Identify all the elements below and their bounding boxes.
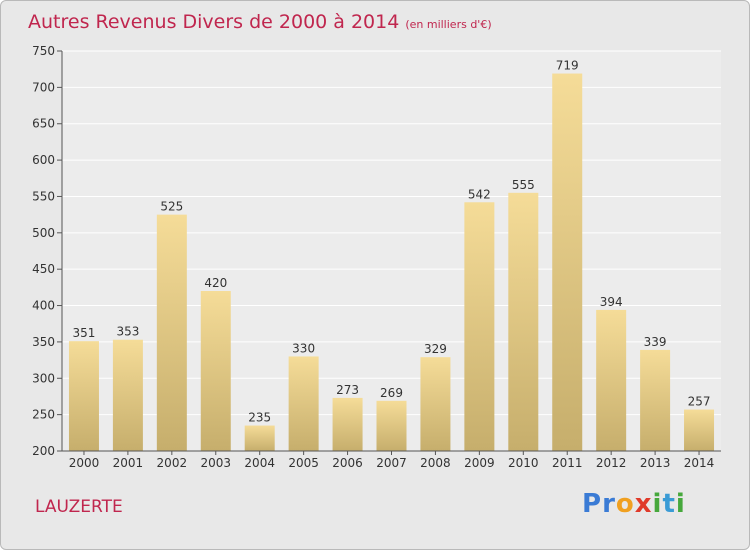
x-tick-label: 2013 [640, 456, 671, 470]
title-subtitle: (en milliers d'€) [405, 18, 492, 31]
value-label: 329 [424, 342, 447, 356]
y-tick-label: 500 [32, 226, 55, 240]
x-tick-label: 2010 [508, 456, 539, 470]
value-label: 330 [292, 341, 315, 355]
bar-2005 [288, 356, 319, 451]
proxiti-logo: Proxiti [582, 489, 686, 519]
x-tick-label: 2009 [464, 456, 495, 470]
bar-2007 [376, 400, 407, 451]
title-main: Autres Revenus Divers de 2000 à 2014 [28, 11, 400, 33]
x-tick-label: 2002 [157, 456, 188, 470]
x-tick-label: 2003 [200, 456, 231, 470]
x-tick-label: 2014 [684, 456, 715, 470]
bars [68, 73, 715, 451]
value-label: 269 [380, 386, 403, 400]
x-tick-label: 2007 [376, 456, 407, 470]
value-label: 235 [248, 411, 271, 425]
logo-letter: x [634, 489, 653, 519]
bar-2012 [596, 309, 627, 451]
chart-title: Autres Revenus Divers de 2000 à 2014 (en … [28, 11, 492, 33]
y-axis: 200 250 300 350 400 450 500 550 600 650 700 750 [32, 44, 63, 458]
bar-2003 [200, 291, 231, 451]
bar-2002 [156, 214, 187, 451]
value-label: 339 [644, 335, 667, 349]
y-tick-label: 700 [32, 80, 55, 94]
logo-letter: P [582, 489, 603, 519]
y-tick-label: 400 [32, 299, 55, 313]
y-tick-label: 200 [32, 444, 55, 458]
value-label: 542 [468, 187, 491, 201]
bar-2013 [640, 349, 671, 451]
value-label: 273 [336, 383, 359, 397]
x-tick-label: 2005 [288, 456, 319, 470]
y-tick-label: 550 [32, 189, 55, 203]
x-tick-label: 2006 [332, 456, 363, 470]
logo-letter: i [675, 489, 686, 519]
value-label: 257 [688, 395, 711, 409]
value-label: 525 [160, 200, 183, 214]
bar-2008 [420, 357, 451, 451]
value-labels: 351 353 525 420 235 330 273 269 329 542 555 719 394 3… [73, 59, 711, 425]
x-axis: 2000 2001 2002 2003 2004 2005 2006 2007 2008 2009… [62, 450, 721, 470]
y-tick-label: 750 [32, 44, 55, 58]
x-tick-label: 2001 [113, 456, 144, 470]
y-tick-label: 600 [32, 153, 55, 167]
value-label: 719 [556, 59, 579, 73]
bar-2011 [552, 73, 583, 451]
x-tick-label: 2004 [244, 456, 275, 470]
y-tick-label: 350 [32, 335, 55, 349]
commune-name: LAUZERTE [35, 497, 123, 517]
value-label: 353 [116, 325, 139, 339]
y-tick-label: 300 [32, 371, 55, 385]
value-label: 394 [600, 295, 623, 309]
bar-2004 [244, 425, 275, 451]
value-label: 555 [512, 178, 535, 192]
x-tick-label: 2000 [69, 456, 100, 470]
x-tick-label: 2011 [552, 456, 583, 470]
y-tick-label: 250 [32, 408, 55, 422]
bar-2006 [332, 397, 363, 451]
logo-letter: r [602, 489, 616, 519]
bar-2014 [684, 409, 715, 451]
bar-2000 [68, 341, 99, 451]
value-label: 351 [73, 326, 96, 340]
bar-2001 [112, 339, 143, 451]
bar-2009 [464, 202, 495, 451]
y-tick-label: 650 [32, 117, 55, 131]
bar-2010 [508, 192, 539, 451]
x-tick-label: 2008 [420, 456, 451, 470]
logo-letter: i [652, 489, 663, 519]
x-tick-label: 2012 [596, 456, 627, 470]
y-tick-label: 450 [32, 262, 55, 276]
value-label: 420 [204, 276, 227, 290]
logo-letter: o [615, 489, 635, 519]
logo-letter: t [662, 489, 676, 519]
